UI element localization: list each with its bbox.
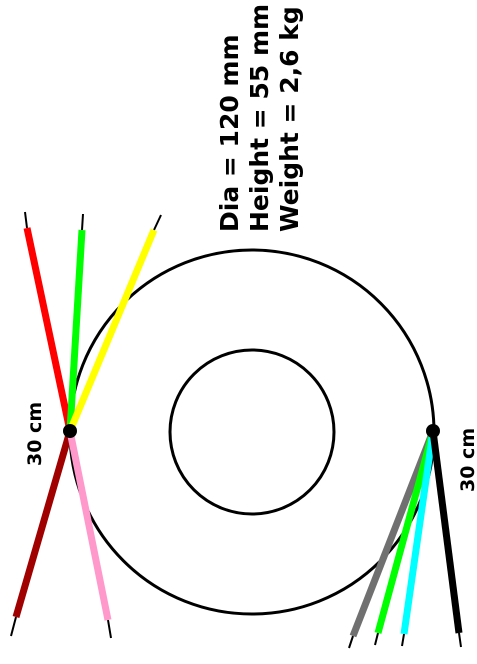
right-lead-exit-point [426,424,440,438]
wire-yellow-tip [153,214,162,231]
spec-height: Height = 55 mm [245,4,274,232]
wire-pink-tip [107,619,112,639]
toroid-inner-ring [168,348,336,516]
wire-yellow [66,228,158,433]
wire-red [23,227,74,432]
wire-pink [66,430,112,621]
wire-dark-red [12,430,74,618]
right-lead-bundle [348,424,463,649]
wire-green2-tip [374,632,379,646]
wire-gray [349,429,437,638]
wire-red-tip [24,211,28,229]
wire-black-tip [458,632,462,648]
wire-black [429,430,463,634]
wire-green2 [374,430,437,634]
wire-dark-red-tip [10,616,17,637]
wire-green-tip [81,213,84,231]
wire-gray-tip [348,635,354,649]
wire-green [66,229,86,432]
left-lead-bundle [10,211,162,639]
spec-diameter: Dia = 120 mm [215,34,244,232]
wire-cyan-tip [401,633,405,647]
left-lead-length-label: 30 cm [24,402,46,466]
spec-weight: Weight = 2,6 kg [275,6,304,232]
wire-cyan [400,430,437,635]
left-lead-exit-point [63,424,77,438]
right-lead-length-label: 30 cm [457,428,477,492]
